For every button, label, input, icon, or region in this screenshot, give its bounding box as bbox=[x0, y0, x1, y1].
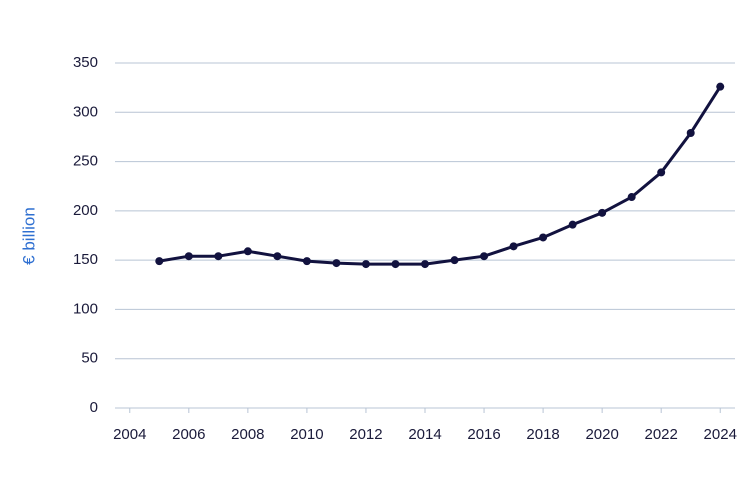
x-tick-label: 2014 bbox=[408, 426, 441, 443]
x-tick-label: 2004 bbox=[113, 426, 146, 443]
y-tick-label: 350 bbox=[73, 54, 98, 71]
point bbox=[716, 82, 725, 91]
y-tick-label: 0 bbox=[90, 399, 98, 416]
x-tick-label: 2012 bbox=[349, 426, 382, 443]
y-tick-label: 50 bbox=[81, 350, 98, 367]
point bbox=[302, 257, 311, 266]
y-tick-label: 250 bbox=[73, 153, 98, 170]
y-tick-label: 150 bbox=[73, 251, 98, 268]
point bbox=[627, 193, 636, 202]
point bbox=[273, 252, 282, 261]
y-tick-label: 200 bbox=[73, 202, 98, 219]
point bbox=[155, 257, 164, 266]
point bbox=[450, 256, 459, 265]
x-tick-label: 2016 bbox=[467, 426, 500, 443]
x-tick-label: 2010 bbox=[290, 426, 323, 443]
point bbox=[480, 252, 489, 261]
x-tick-label: 2020 bbox=[585, 426, 618, 443]
y-tick-label: 100 bbox=[73, 300, 98, 317]
x-tick-label: 2022 bbox=[645, 426, 678, 443]
y-axis-label: € billion bbox=[19, 207, 38, 265]
x-tick-label: 2006 bbox=[172, 426, 205, 443]
point bbox=[214, 252, 223, 261]
point bbox=[243, 247, 252, 256]
x-tick-label: 2018 bbox=[526, 426, 559, 443]
point bbox=[184, 252, 193, 261]
line bbox=[159, 85, 722, 266]
point bbox=[391, 260, 400, 269]
point bbox=[598, 208, 607, 217]
point bbox=[421, 260, 429, 269]
x-tick-label: 2008 bbox=[231, 426, 264, 443]
point bbox=[657, 168, 666, 177]
x-tick-label: 2024 bbox=[704, 426, 737, 443]
point bbox=[568, 220, 577, 229]
point bbox=[509, 242, 518, 251]
point bbox=[539, 233, 548, 242]
point bbox=[361, 260, 370, 269]
point bbox=[686, 128, 695, 137]
y-tick-label: 300 bbox=[73, 103, 98, 120]
point bbox=[332, 259, 341, 268]
